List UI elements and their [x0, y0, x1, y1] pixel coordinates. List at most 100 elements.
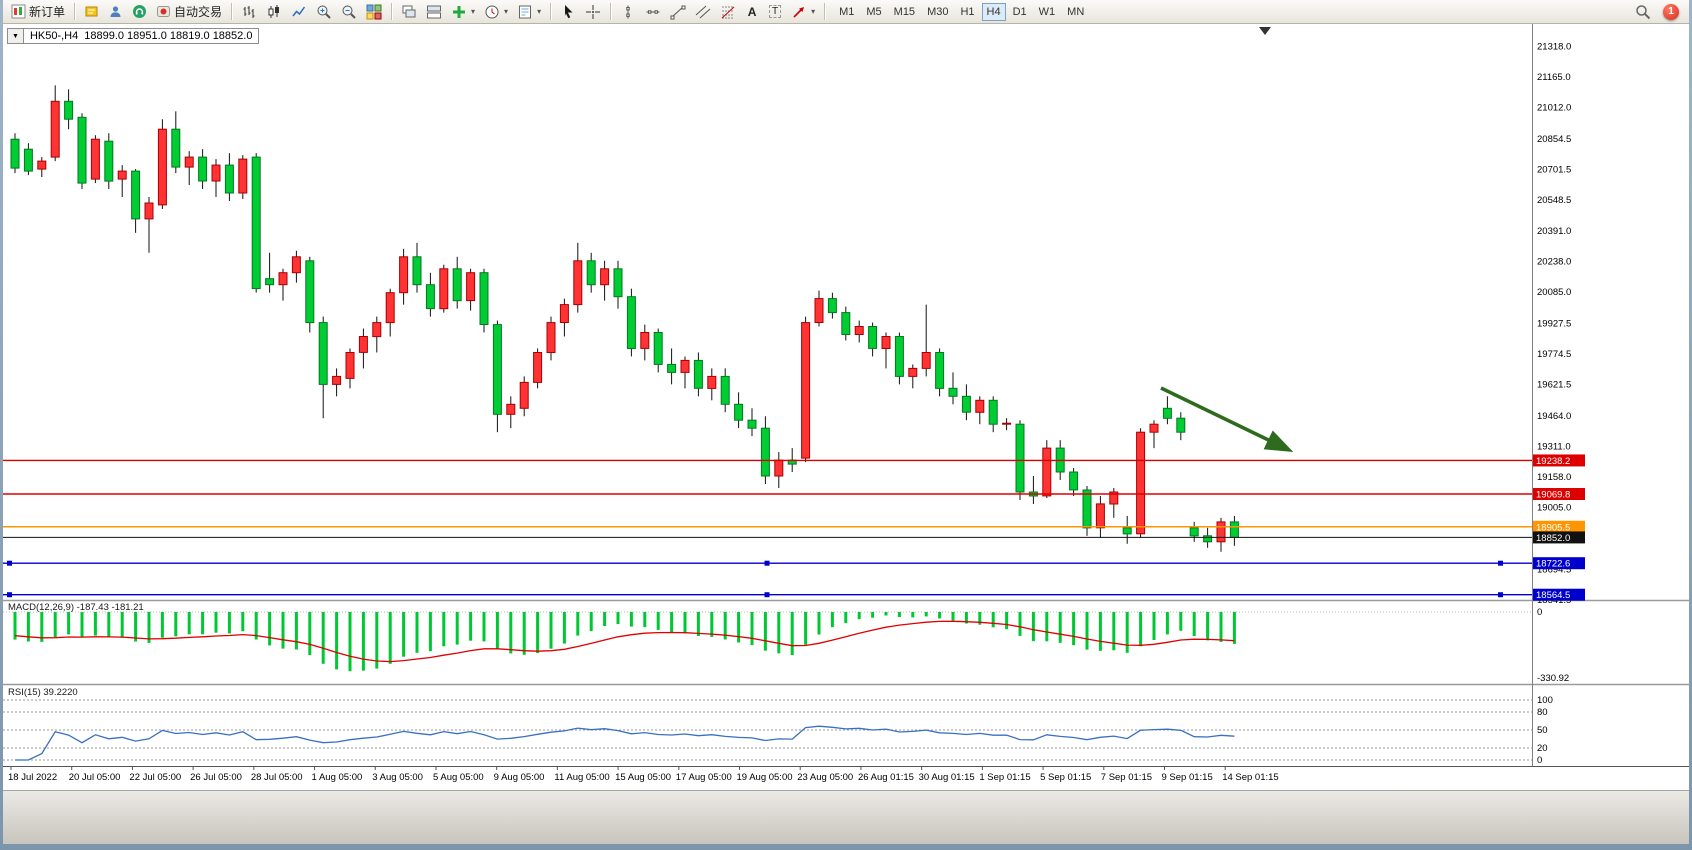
candle [734, 392, 744, 429]
fibonacci-button[interactable] [716, 2, 740, 22]
bar-chart-button[interactable] [237, 2, 261, 22]
text-tool-button[interactable]: A [741, 2, 763, 22]
periods-button[interactable]: ▾ [480, 2, 512, 22]
candle [975, 396, 985, 425]
candle-body [23, 148, 33, 172]
candle-body [278, 272, 288, 286]
candle [90, 135, 100, 184]
metaeditor-button[interactable] [80, 2, 103, 22]
status-strip [3, 790, 1689, 844]
candle-body [693, 359, 703, 389]
candle [50, 85, 60, 162]
hline-handle[interactable] [1498, 560, 1503, 566]
zoom-out-icon [341, 4, 357, 20]
time-axis-label: 22 Jul 05:00 [129, 772, 181, 783]
notification-badge[interactable]: 1 [1663, 3, 1679, 20]
time-axis-label: 9 Aug 05:00 [494, 772, 545, 783]
chart-shift-marker[interactable] [1259, 27, 1271, 35]
price-axis-label: 19311.0 [1537, 441, 1571, 452]
trendline-button[interactable] [666, 2, 690, 22]
chevron-down-icon: ▾ [537, 7, 542, 16]
candle-body [291, 256, 301, 274]
macd-axis-label: -330.92 [1537, 673, 1569, 684]
candle [720, 368, 730, 413]
timeframe-w1-button[interactable]: W1 [1034, 3, 1061, 21]
channel-button[interactable] [691, 2, 715, 22]
candlestick-chart-button[interactable] [262, 2, 286, 22]
hline-handle[interactable] [764, 560, 770, 566]
hline-handle[interactable] [7, 592, 12, 598]
timeframe-m30-button[interactable]: M30 [922, 3, 953, 21]
candle [881, 332, 891, 369]
indicators-button[interactable]: ▾ [447, 2, 479, 22]
price-axis-label: 20854.5 [1537, 134, 1571, 145]
timeframe-h1-button[interactable]: H1 [955, 3, 979, 21]
cursor-button[interactable] [556, 2, 580, 22]
timeframe-d1-button[interactable]: D1 [1008, 3, 1032, 21]
line-chart-button[interactable] [287, 2, 311, 22]
candle [224, 153, 234, 201]
indicators-plus-icon [451, 4, 467, 20]
chart-canvas[interactable]: MACD(12,26,9) -187.43 -181.21 0 -330.92 100… [3, 24, 1689, 844]
time-axis-label: 11 Aug 05:00 [554, 772, 609, 783]
candle-body [801, 322, 811, 459]
zoom-out-button[interactable] [337, 2, 361, 22]
candle [278, 268, 288, 301]
candle-body [1042, 447, 1052, 497]
hline-handle[interactable] [764, 592, 770, 598]
candle [492, 320, 502, 433]
arrange-windows-button[interactable] [422, 2, 446, 22]
autotrading-button[interactable]: 自动交易 [152, 2, 226, 22]
timeframe-m1-button[interactable]: M1 [834, 3, 859, 21]
candle-body [988, 399, 998, 425]
timeframe-mn-button[interactable]: MN [1062, 3, 1089, 21]
new-order-button[interactable]: 新订单 [7, 2, 69, 22]
candle [372, 316, 382, 353]
price-tag [1533, 520, 1585, 533]
timeframe-h4-button[interactable]: H4 [981, 2, 1006, 21]
tile-windows-button[interactable] [362, 2, 386, 22]
price-axis-label: 19621.5 [1537, 380, 1571, 391]
hline-handle[interactable] [7, 560, 12, 566]
candle-body [10, 138, 20, 169]
support-button[interactable] [128, 2, 151, 22]
candle [747, 408, 757, 437]
timeframe-m15-button[interactable]: M15 [889, 3, 920, 21]
candle-body [747, 419, 757, 429]
candle [171, 111, 181, 174]
trend-arrow-annotation[interactable] [1160, 386, 1294, 453]
candle-body [1082, 489, 1092, 529]
candle [519, 376, 529, 417]
candle-body [224, 164, 234, 194]
candle [854, 320, 864, 343]
candle [1176, 412, 1186, 441]
candle-body [760, 427, 770, 477]
toolbar-separator [391, 3, 393, 20]
community-button[interactable] [104, 2, 127, 22]
candle-body [492, 324, 502, 415]
timeframe-m5-button[interactable]: M5 [861, 3, 886, 21]
candle-body [117, 170, 127, 180]
text-label-button[interactable]: T [764, 2, 786, 22]
symbol-ohlc-values: 18899.0 18951.0 18819.0 18852.0 [84, 30, 253, 42]
candle [653, 328, 663, 373]
zoom-in-icon [316, 4, 332, 20]
symbol-label[interactable]: ▼ HK50-,H4 18899.0 18951.0 18819.0 18852.… [7, 28, 260, 44]
zoom-in-button[interactable] [312, 2, 336, 22]
candle [345, 348, 355, 389]
price-axis-label: 19464.0 [1537, 411, 1571, 422]
arrows-tool-button[interactable]: ▾ [787, 2, 819, 22]
templates-button[interactable]: ▾ [513, 2, 545, 22]
price-tag [1533, 454, 1585, 467]
search-button[interactable] [1631, 2, 1655, 22]
candle-body [265, 278, 275, 286]
chevron-down-icon: ▾ [811, 7, 816, 16]
clock-icon [484, 4, 500, 20]
symbol-dropdown-icon[interactable]: ▼ [8, 29, 24, 43]
horizontal-line-button[interactable] [641, 2, 665, 22]
crosshair-button[interactable] [581, 2, 605, 22]
candle-body [814, 298, 824, 324]
cascade-windows-button[interactable] [397, 2, 421, 22]
hline-handle[interactable] [1498, 592, 1503, 598]
vertical-line-button[interactable] [616, 2, 640, 22]
